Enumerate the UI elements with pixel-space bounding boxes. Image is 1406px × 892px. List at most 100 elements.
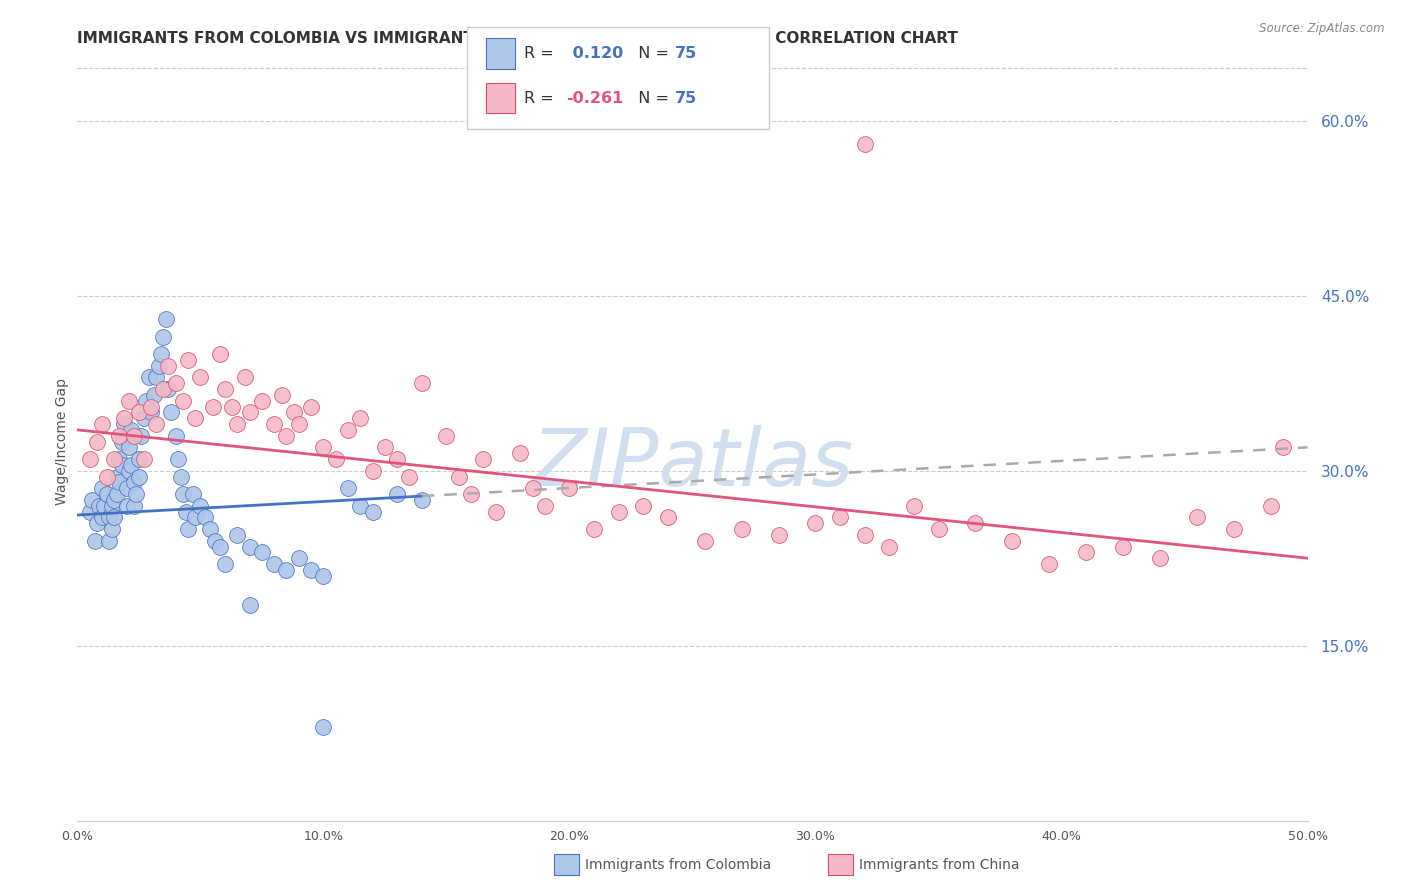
Point bbox=[105, 487, 128, 501]
Point bbox=[170, 469, 193, 483]
Text: -0.261: -0.261 bbox=[567, 91, 624, 105]
Point bbox=[1223, 522, 1246, 536]
Point bbox=[1038, 557, 1060, 571]
Text: N =: N = bbox=[628, 46, 675, 61]
Point bbox=[768, 528, 790, 542]
Point bbox=[172, 487, 194, 501]
Point bbox=[509, 446, 531, 460]
Point bbox=[731, 522, 754, 536]
Point bbox=[214, 557, 236, 571]
Point bbox=[1260, 499, 1282, 513]
Point bbox=[90, 481, 114, 495]
Point bbox=[221, 400, 243, 414]
Point bbox=[79, 504, 101, 518]
Point bbox=[118, 464, 141, 478]
Point bbox=[118, 393, 141, 408]
Point bbox=[188, 499, 212, 513]
Point bbox=[239, 540, 262, 554]
Point bbox=[276, 563, 298, 577]
Point bbox=[337, 481, 360, 495]
Point bbox=[853, 528, 876, 542]
Point bbox=[1112, 540, 1135, 554]
Point bbox=[115, 499, 138, 513]
Point bbox=[152, 382, 174, 396]
Point bbox=[111, 458, 132, 472]
Point bbox=[157, 382, 180, 396]
Point bbox=[312, 720, 335, 734]
Point bbox=[128, 469, 150, 483]
Point bbox=[385, 452, 409, 467]
Point bbox=[141, 400, 163, 414]
Point bbox=[108, 428, 131, 442]
Point bbox=[101, 499, 124, 513]
Point bbox=[276, 428, 298, 442]
Point bbox=[209, 347, 232, 361]
Point bbox=[583, 522, 606, 536]
Point bbox=[361, 504, 384, 518]
Point bbox=[558, 481, 581, 495]
Point bbox=[657, 510, 679, 524]
Point bbox=[411, 376, 433, 391]
Point bbox=[1185, 510, 1208, 524]
Point bbox=[239, 598, 262, 612]
Point bbox=[312, 441, 335, 455]
Point bbox=[148, 359, 170, 373]
Point bbox=[534, 499, 557, 513]
Point bbox=[201, 400, 224, 414]
Point bbox=[90, 510, 114, 524]
Point bbox=[103, 492, 125, 507]
Text: 75: 75 bbox=[675, 91, 697, 105]
Point bbox=[385, 487, 409, 501]
Point bbox=[522, 481, 544, 495]
Point bbox=[209, 540, 232, 554]
Point bbox=[93, 499, 115, 513]
Point bbox=[111, 434, 132, 449]
Text: N =: N = bbox=[628, 91, 675, 105]
Y-axis label: Wage/Income Gap: Wage/Income Gap bbox=[55, 378, 69, 505]
Point bbox=[118, 441, 141, 455]
Point bbox=[337, 423, 360, 437]
Point bbox=[226, 417, 249, 431]
Point bbox=[928, 522, 950, 536]
Point bbox=[145, 417, 167, 431]
Point bbox=[263, 417, 285, 431]
Point bbox=[167, 452, 190, 467]
Point bbox=[157, 359, 180, 373]
Point bbox=[283, 405, 305, 419]
Text: Immigrants from Colombia: Immigrants from Colombia bbox=[585, 858, 770, 872]
Text: Immigrants from China: Immigrants from China bbox=[859, 858, 1019, 872]
Point bbox=[1076, 545, 1098, 559]
Point bbox=[299, 563, 322, 577]
Text: R =: R = bbox=[524, 91, 560, 105]
Point bbox=[830, 510, 852, 524]
Point bbox=[135, 393, 157, 408]
Text: 75: 75 bbox=[675, 46, 697, 61]
Point bbox=[155, 312, 177, 326]
Point bbox=[82, 492, 104, 507]
Point bbox=[112, 417, 135, 431]
Point bbox=[411, 492, 433, 507]
Text: Source: ZipAtlas.com: Source: ZipAtlas.com bbox=[1260, 22, 1385, 36]
Point bbox=[101, 522, 124, 536]
Point bbox=[633, 499, 655, 513]
Point bbox=[125, 487, 148, 501]
Point bbox=[693, 533, 716, 548]
Point bbox=[141, 405, 163, 419]
Point bbox=[177, 522, 200, 536]
Point bbox=[349, 411, 371, 425]
Point bbox=[1001, 533, 1024, 548]
Point bbox=[460, 487, 482, 501]
Point bbox=[200, 522, 222, 536]
Point bbox=[108, 475, 131, 490]
Point bbox=[239, 405, 262, 419]
Point bbox=[349, 499, 371, 513]
Point bbox=[233, 370, 256, 384]
Point bbox=[122, 428, 145, 442]
Point bbox=[299, 400, 322, 414]
Point bbox=[903, 499, 925, 513]
Point bbox=[90, 417, 114, 431]
Point bbox=[804, 516, 827, 531]
Point bbox=[145, 370, 167, 384]
Point bbox=[142, 388, 165, 402]
Point bbox=[1272, 441, 1295, 455]
